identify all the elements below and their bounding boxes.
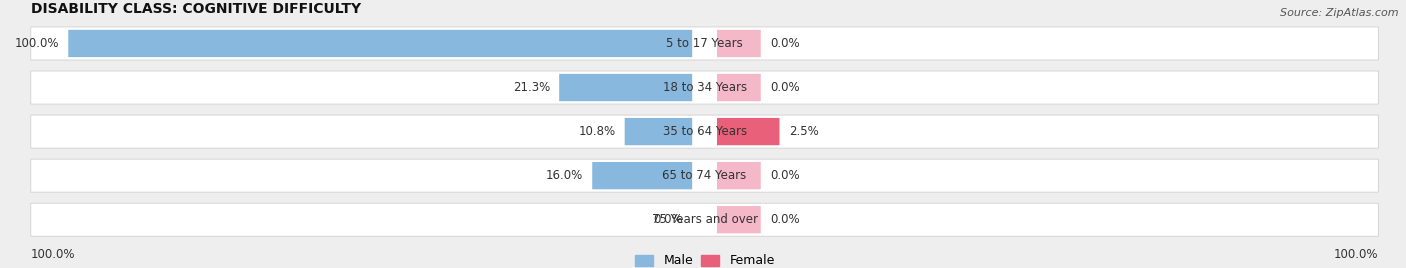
FancyBboxPatch shape	[31, 115, 1378, 148]
Text: 21.3%: 21.3%	[513, 81, 550, 94]
FancyBboxPatch shape	[717, 118, 779, 145]
FancyBboxPatch shape	[31, 203, 1378, 236]
Text: 10.8%: 10.8%	[578, 125, 616, 138]
FancyBboxPatch shape	[31, 159, 1378, 192]
Text: 16.0%: 16.0%	[546, 169, 583, 182]
FancyBboxPatch shape	[717, 162, 761, 189]
Text: 0.0%: 0.0%	[654, 213, 683, 226]
FancyBboxPatch shape	[717, 206, 761, 233]
FancyBboxPatch shape	[69, 30, 692, 57]
FancyBboxPatch shape	[31, 27, 1378, 60]
Text: DISABILITY CLASS: COGNITIVE DIFFICULTY: DISABILITY CLASS: COGNITIVE DIFFICULTY	[31, 2, 361, 16]
Text: 75 Years and over: 75 Years and over	[651, 213, 758, 226]
FancyBboxPatch shape	[31, 71, 1378, 104]
Text: 100.0%: 100.0%	[14, 37, 59, 50]
FancyBboxPatch shape	[624, 118, 692, 145]
Text: 5 to 17 Years: 5 to 17 Years	[666, 37, 742, 50]
Text: 0.0%: 0.0%	[770, 169, 800, 182]
Text: 0.0%: 0.0%	[770, 37, 800, 50]
Text: 0.0%: 0.0%	[770, 81, 800, 94]
FancyBboxPatch shape	[592, 162, 692, 189]
Text: 2.5%: 2.5%	[789, 125, 818, 138]
Legend: Male, Female: Male, Female	[634, 254, 775, 267]
Text: 100.0%: 100.0%	[1334, 248, 1378, 260]
FancyBboxPatch shape	[717, 74, 761, 101]
Text: 0.0%: 0.0%	[770, 213, 800, 226]
Text: 35 to 64 Years: 35 to 64 Years	[662, 125, 747, 138]
Text: 65 to 74 Years: 65 to 74 Years	[662, 169, 747, 182]
FancyBboxPatch shape	[717, 30, 761, 57]
Text: 100.0%: 100.0%	[31, 248, 76, 260]
Text: Source: ZipAtlas.com: Source: ZipAtlas.com	[1281, 8, 1399, 18]
FancyBboxPatch shape	[560, 74, 692, 101]
Text: 18 to 34 Years: 18 to 34 Years	[662, 81, 747, 94]
